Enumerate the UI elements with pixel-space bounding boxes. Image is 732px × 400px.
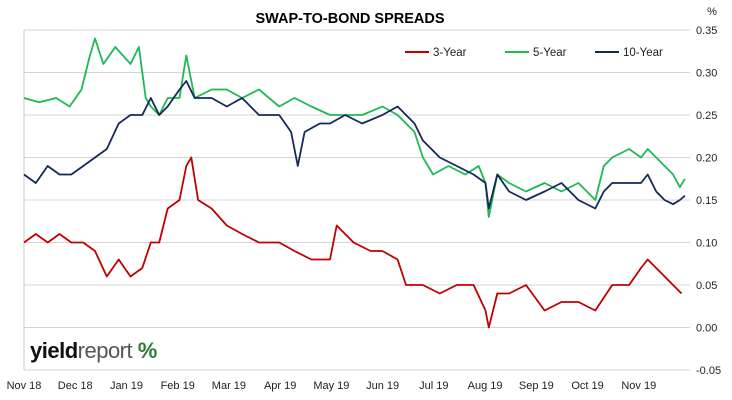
x-tick-label: Jul 19 bbox=[419, 380, 448, 392]
x-tick-label: Sep 19 bbox=[519, 380, 554, 392]
y-tick-label: -0.05 bbox=[696, 365, 721, 377]
logo-yield-text: yield bbox=[30, 338, 78, 363]
y-tick-label: 0.10 bbox=[696, 238, 717, 250]
legend-label: 3-Year bbox=[433, 47, 467, 59]
y-tick-label: 0.20 bbox=[696, 153, 717, 165]
y-tick-label: 0.25 bbox=[696, 110, 717, 122]
x-tick-label: Dec 18 bbox=[58, 380, 93, 392]
x-tick-label: Jun 19 bbox=[366, 380, 399, 392]
x-tick-label: Jan 19 bbox=[110, 380, 143, 392]
y-unit-label: % bbox=[707, 6, 717, 18]
legend-label: 10-Year bbox=[623, 47, 663, 59]
y-tick-label: 0.15 bbox=[696, 195, 717, 207]
series-line-0 bbox=[23, 156, 683, 329]
chart-title: SWAP-TO-BOND SPREADS bbox=[255, 11, 444, 27]
y-tick-label: 0.05 bbox=[696, 280, 717, 292]
y-tick-label: 0.30 bbox=[696, 68, 717, 80]
grid-lines bbox=[23, 29, 690, 371]
y-tick-label: 0.35 bbox=[696, 25, 717, 37]
legend: 3-Year 5-Year 10-Year bbox=[405, 47, 663, 59]
x-tick-label: Nov 19 bbox=[621, 380, 656, 392]
x-tick-label: Oct 19 bbox=[571, 380, 603, 392]
logo-report-text: report bbox=[77, 338, 133, 363]
x-tick-label: Feb 19 bbox=[161, 380, 195, 392]
x-tick-label: Apr 19 bbox=[264, 380, 296, 392]
series-lines bbox=[23, 37, 686, 329]
y-tick-labels: 0.35 0.30 0.25 0.20 0.15 0.10 0.05 0.00 -0.05 bbox=[696, 25, 721, 377]
x-tick-label: Nov 18 bbox=[7, 380, 42, 392]
yieldreport-logo: yieldreport % bbox=[30, 338, 157, 364]
logo-percent-icon: % bbox=[137, 338, 158, 363]
y-tick-label: 0.00 bbox=[696, 323, 717, 335]
x-tick-label: Mar 19 bbox=[212, 380, 246, 392]
x-tick-labels: Nov 18 Dec 18 Jan 19 Feb 19 Mar 19 Apr 19 May … bbox=[7, 380, 657, 392]
series-line-1 bbox=[23, 37, 686, 218]
x-tick-label: May 19 bbox=[313, 380, 349, 392]
x-tick-label: Aug 19 bbox=[468, 380, 503, 392]
legend-label: 5-Year bbox=[533, 47, 567, 59]
series-line-2 bbox=[23, 80, 686, 210]
